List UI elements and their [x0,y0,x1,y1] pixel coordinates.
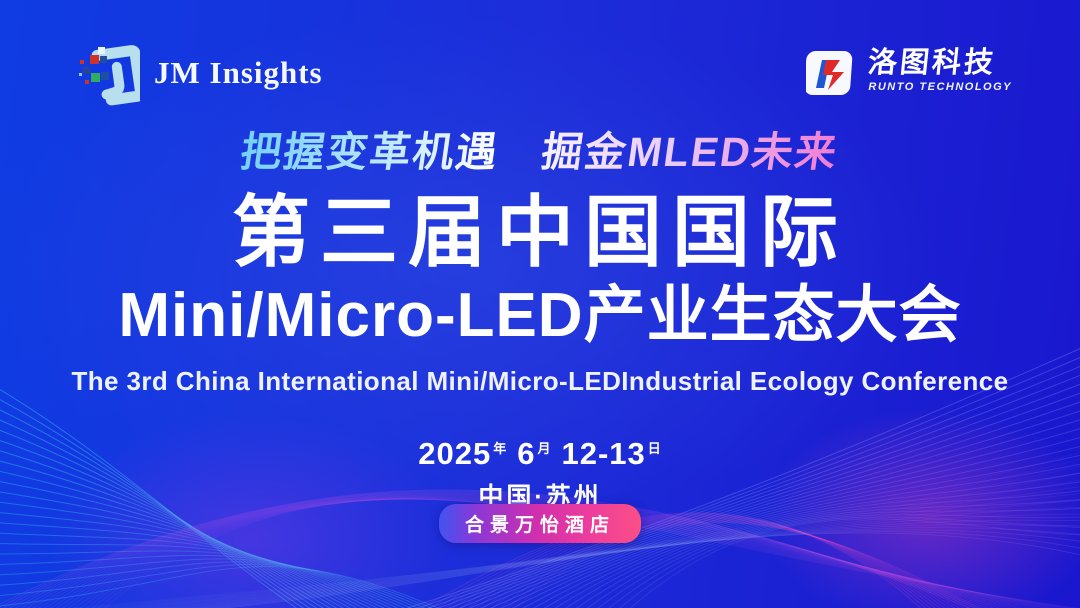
runto-name-en: RUNTO TECHNOLOGY [868,81,1012,94]
jm-insights-logo: JM Insights [78,40,323,106]
subtitle-english: The 3rd China International Mini/Micro-L… [71,366,1009,396]
date-year: 2025 [418,436,492,471]
wave-mesh-background [0,348,1080,608]
date-year-unit: 年 [493,440,508,456]
tagline: 把握变革机遇 掘金MLED未来 [0,118,1080,178]
runto-name-cn: 洛图科技 [866,47,999,79]
venue-badge-row: 合景万怡酒店 [0,504,1080,543]
runto-logo-text: 洛图科技 RUNTO TECHNOLOGY [866,47,1012,94]
date-month-unit: 月 [537,440,552,456]
runto-logo-icon [806,51,853,95]
date-month: 6 [517,436,536,471]
jm-insights-name: JM Insights [154,55,323,90]
date-day-unit: 日 [647,440,662,456]
date-days: 12-13 [561,436,646,471]
title-line2: Mini/Micro-LED产业生态大会 [118,281,962,350]
jm-insights-logo-icon [79,45,140,106]
runto-technology-logo: 洛图科技 RUNTO TECHNOLOGY [806,47,1012,98]
venue-badge: 合景万怡酒店 [438,504,641,543]
title-line1: 第三届中国国际 [231,188,848,276]
event-date: 2025 年 6 月 12-13 日 [0,436,1080,472]
